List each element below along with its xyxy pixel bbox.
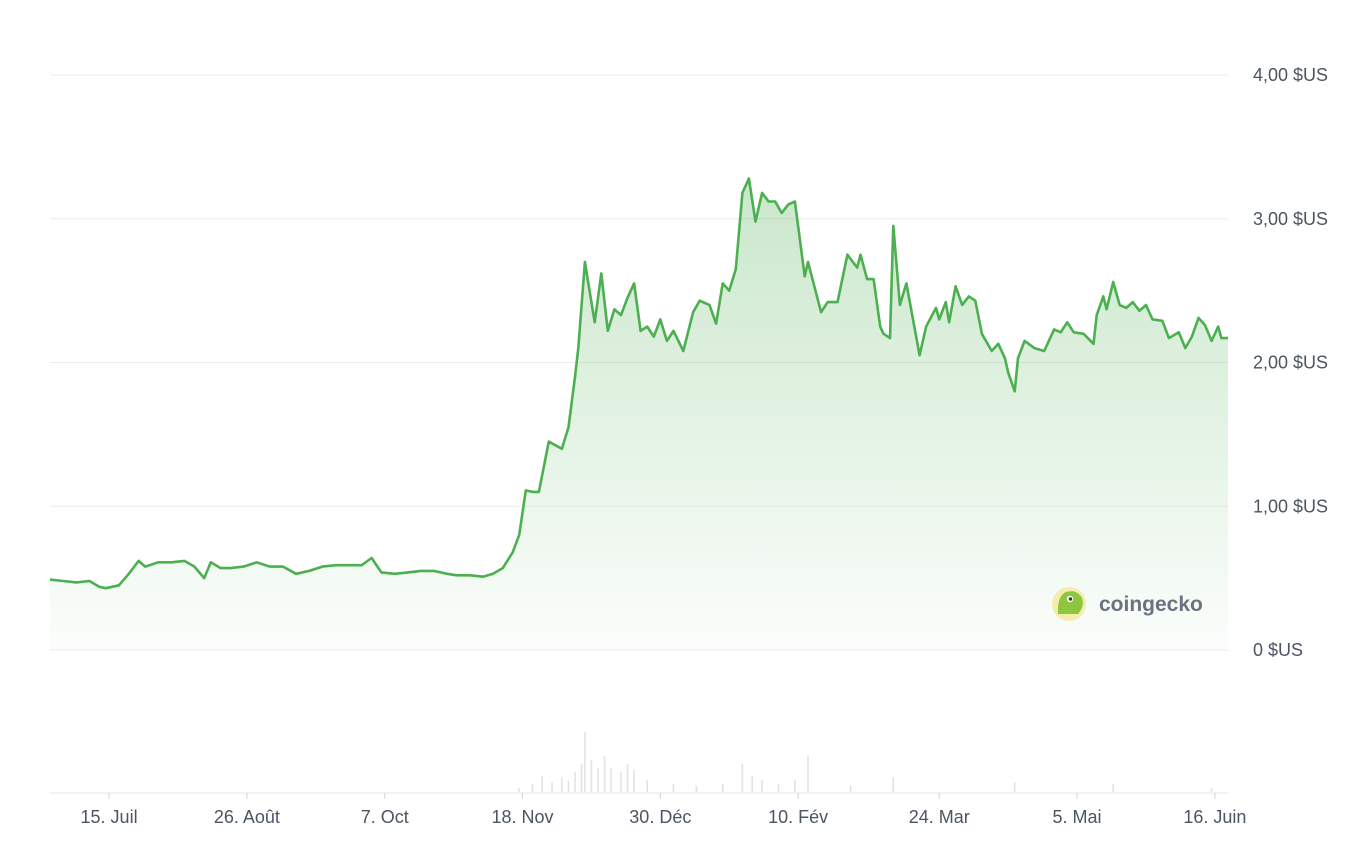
volume-bar (751, 776, 754, 792)
volume-bar (620, 772, 622, 792)
volume-bar (761, 780, 763, 792)
volume-bar (777, 784, 780, 792)
y-tick-label: 3,00 $US (1253, 209, 1328, 229)
x-tick-label: 16. Juin (1183, 807, 1246, 827)
y-tick-label: 0 $US (1253, 640, 1303, 660)
volume-bars (518, 732, 1213, 792)
volume-bar (646, 780, 649, 792)
volume-bar (597, 768, 599, 792)
volume-bar (567, 780, 570, 792)
volume-bar (531, 784, 534, 792)
volume-bar (590, 760, 593, 792)
x-tick-label: 18. Nov (491, 807, 553, 827)
x-tick-label: 26. Août (214, 807, 280, 827)
price-line (49, 177, 1228, 590)
coingecko-watermark: coingecko (1052, 587, 1203, 621)
volume-bar (610, 768, 612, 792)
volume-bar (721, 784, 724, 792)
x-tick-label: 30. Déc (629, 807, 691, 827)
x-tick-label: 10. Fév (768, 807, 828, 827)
volume-bar (541, 776, 544, 792)
y-tick-label: 4,00 $US (1253, 65, 1328, 85)
volume-bar (849, 785, 852, 792)
volume-bar (603, 756, 606, 792)
volume-bar (741, 764, 744, 792)
x-axis: 15. Juil 26. Août 7. Oct 18. Nov 30. Déc 10. … (81, 793, 1246, 827)
volume-bar (551, 782, 553, 792)
volume-bar (561, 777, 563, 792)
volume-bar (574, 772, 576, 792)
volume-bar (1112, 784, 1114, 792)
volume-bar (695, 785, 698, 792)
volume-bar (633, 769, 635, 792)
volume-bar (626, 764, 629, 792)
y-axis: 4,00 $US 3,00 $US 2,00 $US 1,00 $US 0 $US (1253, 65, 1328, 660)
volume-bar (584, 732, 586, 792)
coingecko-logo-icon (1052, 587, 1086, 621)
volume-bar (1013, 782, 1016, 792)
volume-bar (518, 788, 521, 792)
coingecko-wordmark: coingecko (1099, 593, 1203, 616)
x-tick-label: 24. Mar (909, 807, 970, 827)
price-area (50, 178, 1228, 650)
volume-bar (794, 780, 796, 792)
x-tick-label: 7. Oct (361, 807, 409, 827)
volume-bar (1210, 788, 1213, 792)
y-tick-label: 2,00 $US (1253, 353, 1328, 373)
volume-bar (672, 784, 675, 792)
volume-bar (807, 756, 809, 792)
y-tick-label: 1,00 $US (1253, 496, 1328, 516)
x-tick-label: 5. Mai (1053, 807, 1102, 827)
volume-bar (580, 764, 583, 792)
volume-bar (892, 777, 895, 792)
x-tick-label: 15. Juil (81, 807, 138, 827)
